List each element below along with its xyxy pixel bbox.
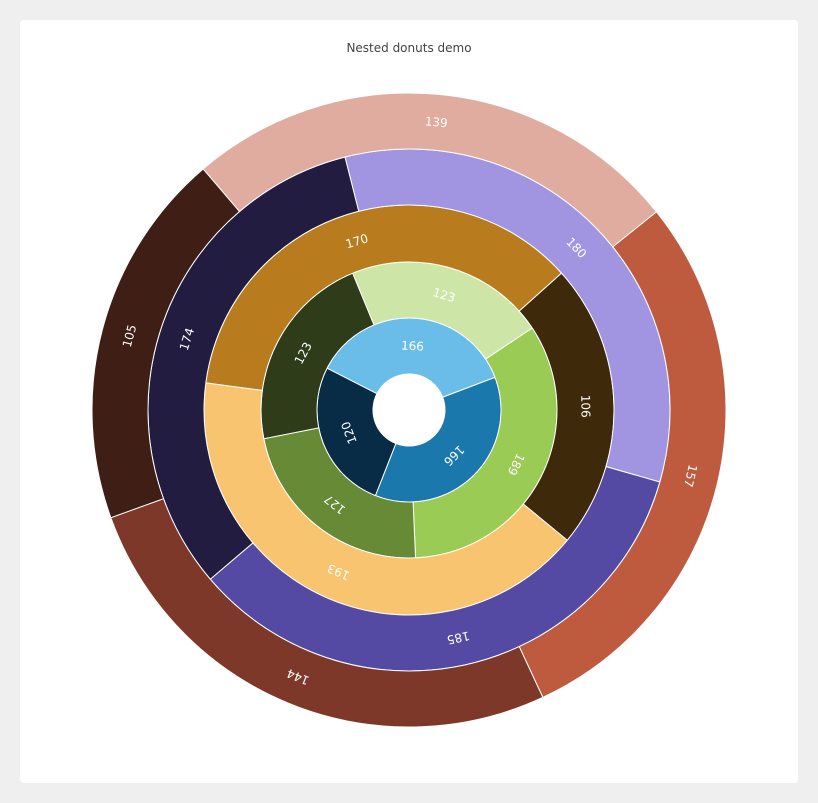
ring-5-slice-4[interactable]	[91, 168, 241, 519]
ring-5-slice-2-label: 157	[681, 463, 700, 488]
ring-3-slice-1-label: 170	[344, 231, 370, 251]
ring-5-slice-4-label: 105	[120, 323, 139, 349]
ring-5-slice-1-label: 139	[424, 114, 448, 130]
ring-4-slice-3-label: 174	[177, 326, 197, 352]
ring-3-slice-2-label: 106	[578, 395, 592, 418]
ring-4-slice-2-label: 185	[446, 628, 471, 647]
ring-2-slice-1-label: 123	[431, 285, 457, 305]
ring-1-slice-1-label: 166	[401, 338, 425, 353]
chart-title: Nested donuts demo	[346, 41, 472, 55]
